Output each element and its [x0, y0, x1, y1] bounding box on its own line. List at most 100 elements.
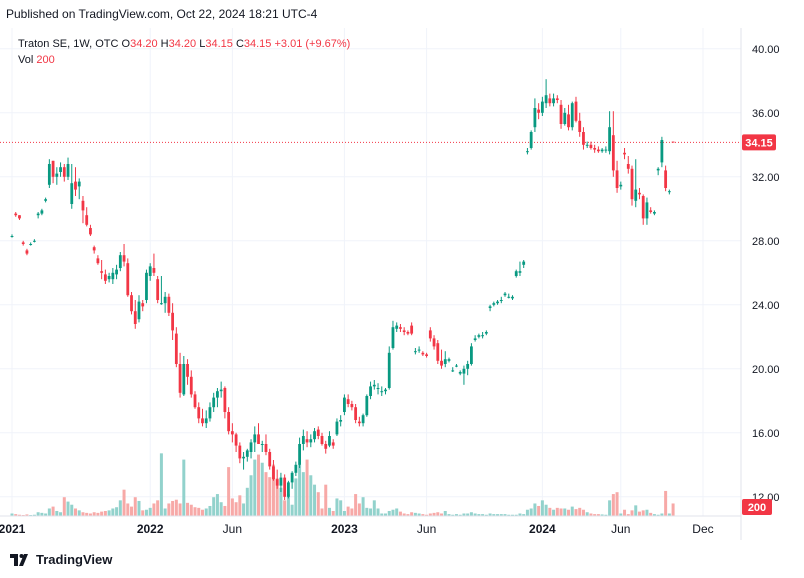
candle-body	[596, 149, 600, 152]
candle-body	[234, 434, 238, 446]
grid-lines	[0, 28, 741, 516]
candle-body	[331, 442, 335, 446]
volume-bar	[451, 514, 455, 516]
volume-bar	[40, 512, 44, 516]
volume-bar	[260, 462, 264, 516]
candle-body	[62, 167, 66, 177]
candle-body	[563, 112, 567, 124]
volume-bar	[227, 467, 231, 516]
volume-bar	[96, 512, 100, 516]
volume-bar	[193, 507, 197, 516]
y-tick-label: 16.00	[752, 428, 780, 440]
volume-bar	[156, 500, 160, 516]
volume-bar	[570, 506, 574, 516]
candle-body	[421, 352, 425, 355]
volume-bar	[626, 514, 630, 516]
candle-body	[458, 372, 462, 374]
candle-body	[391, 327, 395, 348]
volume-bar	[25, 514, 29, 516]
candle-body	[283, 477, 287, 497]
volume-bar	[585, 512, 589, 516]
candle-body	[473, 338, 477, 340]
candle-body	[137, 301, 141, 320]
volume-bar	[623, 509, 627, 516]
volume-bar	[656, 514, 660, 516]
volume-bar	[410, 512, 414, 516]
volume-bar	[372, 500, 376, 516]
candle-body	[514, 271, 518, 276]
published-header: Published on TradingView.com, Oct 22, 20…	[6, 7, 318, 21]
candle-body	[160, 303, 163, 305]
volume-bar	[552, 509, 556, 516]
volume-bar	[548, 507, 552, 516]
time-axis[interactable]: 2021 2022 Jun 2023 Jun 2024 Jun Dec	[0, 522, 714, 536]
x-tick-label: 2021	[0, 522, 26, 536]
candle-body	[70, 183, 74, 204]
candle-body	[484, 332, 488, 334]
volume-bar	[540, 500, 544, 516]
volume-bar	[604, 514, 608, 516]
y-tick-label: 20.00	[752, 364, 780, 376]
candle-body	[328, 436, 331, 446]
volume-bar	[402, 513, 406, 516]
candle-body	[522, 261, 526, 265]
candle-body	[36, 213, 40, 216]
candle-body	[481, 335, 485, 337]
volume-bar	[522, 514, 526, 516]
candle-body	[406, 332, 410, 334]
candle-body	[223, 388, 227, 412]
candle-body	[309, 439, 313, 443]
volume-bar	[563, 508, 567, 516]
volume-bar	[443, 510, 447, 516]
candle-body	[59, 167, 62, 172]
legend-open-value: 34.20	[130, 38, 158, 50]
candle-body	[653, 212, 656, 214]
candle-body	[230, 431, 234, 435]
candle-body	[425, 354, 428, 356]
candle-body	[122, 255, 126, 262]
volume-bar	[200, 509, 204, 516]
candle-body	[29, 244, 33, 245]
candle-body	[189, 376, 193, 395]
legend-volume-value: 200	[36, 54, 55, 66]
volume-bar	[148, 507, 152, 516]
volume-bar	[477, 514, 481, 516]
volume-bar	[559, 508, 563, 516]
volume-bar	[462, 513, 466, 516]
volume-bar	[107, 510, 111, 516]
candle-body	[380, 391, 384, 393]
candle-body	[178, 364, 182, 393]
volume-bar	[637, 511, 641, 516]
candle-body	[477, 335, 481, 337]
candle-body	[118, 255, 122, 268]
volume-bar	[608, 500, 612, 516]
volume-bar	[421, 514, 425, 516]
tradingview-footer[interactable]: TradingView	[10, 552, 112, 567]
volume-bar	[122, 489, 126, 516]
volume-bar	[413, 512, 417, 516]
volume-bar	[514, 514, 518, 516]
legend-change: +3.01 (+9.67%)	[274, 38, 351, 50]
volume-bar	[488, 513, 492, 516]
volume-bar	[589, 513, 593, 516]
candle-body	[66, 164, 70, 177]
candle-body	[529, 132, 533, 148]
candle-body	[148, 266, 152, 276]
volume-bar	[51, 506, 55, 516]
candle-body	[14, 213, 18, 216]
volume-bar	[611, 494, 615, 516]
candle-body	[130, 295, 133, 312]
candle-body	[399, 327, 402, 329]
volume-bar	[215, 494, 219, 516]
volume-bar	[219, 502, 223, 516]
candle-body	[608, 127, 611, 152]
volume-bar	[346, 506, 350, 516]
last-price-badge	[742, 134, 776, 151]
volume-bar	[171, 500, 175, 516]
candle-body	[585, 144, 589, 146]
volume-bar	[593, 514, 597, 516]
volume-bar	[103, 510, 107, 516]
legend-volume-label: Vol	[18, 54, 34, 66]
